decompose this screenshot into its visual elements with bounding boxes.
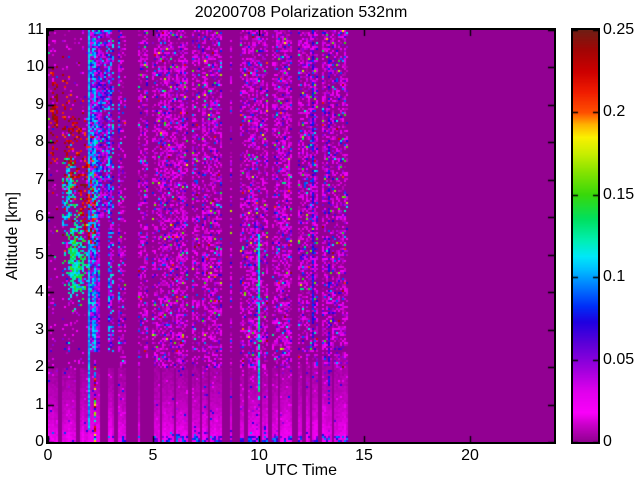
y-tick-label: 10 — [26, 58, 44, 75]
plot-area — [46, 28, 556, 444]
y-tick-label: 3 — [35, 321, 44, 338]
colorbar-canvas — [573, 30, 598, 442]
y-tick-label: 9 — [35, 96, 44, 113]
y-tick-label: 1 — [35, 396, 44, 413]
y-tick-label: 4 — [35, 283, 44, 300]
colorbar-tick-label: 0.15 — [603, 186, 635, 203]
colorbar-tick-label: 0.05 — [603, 351, 635, 368]
chart-title: 20200708 Polarization 532nm — [194, 4, 408, 21]
y-tick-label: 11 — [27, 21, 44, 38]
y-tick-label: 0 — [35, 433, 44, 450]
y-tick-label: 5 — [35, 246, 44, 263]
y-tick-label: 6 — [35, 208, 44, 225]
heatmap-canvas — [48, 30, 554, 442]
x-tick-label: 5 — [148, 447, 158, 464]
y-tick-label: 8 — [35, 133, 44, 150]
x-axis-label: UTC Time — [265, 462, 337, 479]
colorbar — [571, 28, 600, 444]
y-tick-label: 7 — [35, 171, 44, 188]
colorbar-tick-label: 0.2 — [603, 103, 626, 120]
x-tick-label: 0 — [43, 447, 53, 464]
x-tick-label: 20 — [461, 447, 479, 464]
colorbar-tick-label: 0.25 — [603, 21, 635, 38]
colorbar-tick-label: 0.1 — [603, 268, 626, 285]
x-tick-label: 10 — [250, 447, 268, 464]
y-tick-label: 2 — [35, 358, 44, 375]
colorbar-tick-label: 0 — [603, 433, 612, 450]
x-tick-label: 15 — [355, 447, 373, 464]
